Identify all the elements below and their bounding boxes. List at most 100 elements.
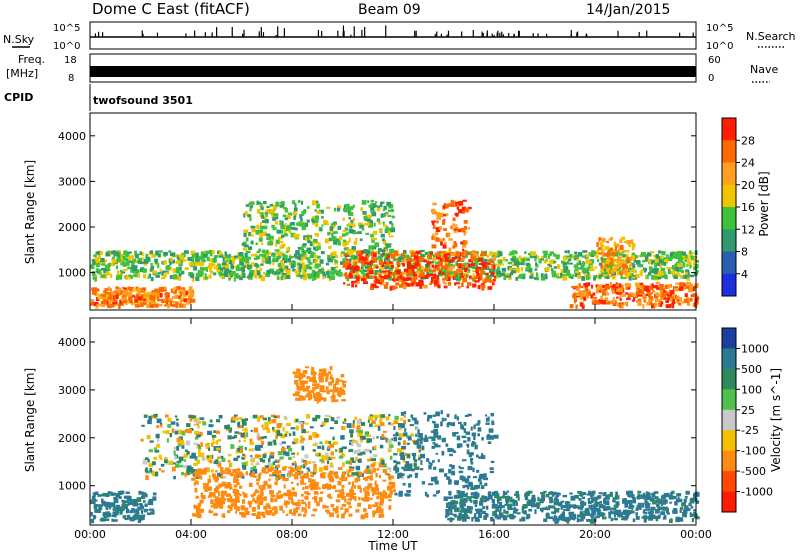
power-cell	[355, 284, 358, 288]
power-cell	[288, 230, 292, 234]
power-cell	[455, 261, 458, 267]
velocity-cell	[545, 508, 550, 511]
power-cell	[587, 294, 590, 299]
velocity-cell	[260, 489, 264, 494]
power-cell	[562, 275, 568, 281]
power-y-tick-label: 1000	[58, 267, 86, 280]
velocity-cell	[232, 498, 236, 503]
power-cell	[191, 256, 195, 260]
velocity-cell	[376, 468, 380, 471]
velocity-cell	[257, 494, 263, 500]
power-cell	[530, 255, 535, 259]
power-cell	[446, 272, 451, 277]
power-cell	[442, 279, 445, 284]
velocity-cell	[397, 423, 402, 428]
power-cell	[555, 273, 558, 278]
velocity-cell	[287, 491, 293, 497]
power-cell	[648, 299, 653, 302]
power-cell	[286, 214, 291, 220]
velocity-cell	[155, 445, 161, 448]
velocity-cell	[235, 496, 240, 502]
velocity-cell	[307, 505, 311, 509]
power-cell	[629, 261, 633, 266]
power-cell	[695, 260, 699, 263]
velocity-cell	[537, 499, 541, 502]
power-cell	[488, 279, 492, 283]
power-cell	[285, 268, 290, 273]
velocity-cell	[141, 424, 145, 427]
power-cell	[588, 291, 592, 296]
power-cell	[419, 249, 425, 253]
power-cell	[472, 273, 475, 278]
power-cell	[612, 251, 616, 257]
power-cell	[382, 221, 385, 225]
power-cell	[453, 272, 456, 277]
velocity-cell	[469, 452, 474, 456]
power-cell	[181, 303, 186, 308]
velocity-cell	[413, 462, 417, 467]
velocity-cell	[239, 448, 244, 454]
power-cell	[462, 277, 468, 283]
velocity-cell	[321, 421, 326, 427]
power-cell	[589, 264, 594, 267]
power-cell	[279, 240, 284, 244]
velocity-cell	[458, 493, 462, 497]
power-cell	[265, 212, 268, 218]
power-cell	[600, 265, 604, 269]
power-cell	[183, 293, 187, 298]
power-cell	[608, 275, 613, 278]
velocity-cell	[365, 495, 368, 499]
power-cell	[625, 286, 628, 290]
velocity-cell	[283, 451, 287, 456]
velocity-cell	[112, 511, 117, 516]
power-cell	[103, 296, 109, 300]
power-cell	[276, 229, 282, 234]
power-cell	[567, 260, 570, 265]
power-cell	[259, 232, 263, 238]
velocity-cell	[581, 492, 585, 496]
power-cell	[669, 252, 674, 255]
velocity-cell	[450, 422, 455, 426]
power-cell	[508, 273, 511, 278]
power-cell	[391, 278, 395, 281]
velocity-cell	[415, 434, 418, 437]
velocity-cell	[272, 471, 277, 475]
velocity-cell	[176, 460, 182, 464]
velocity-cell	[601, 516, 607, 520]
power-cell	[305, 264, 311, 269]
power-cell	[349, 258, 352, 263]
power-cell	[342, 261, 347, 265]
velocity-cell	[389, 455, 393, 460]
velocity-cell	[324, 440, 329, 444]
power-cell	[311, 218, 314, 222]
velocity-cell	[369, 423, 373, 427]
power-cell	[462, 248, 465, 252]
power-cell	[365, 249, 371, 255]
power-cell	[482, 258, 488, 262]
velocity-cell	[447, 496, 453, 500]
power-cell	[604, 264, 609, 268]
power-cell	[444, 257, 449, 262]
velocity-cell	[636, 505, 642, 510]
power-cell	[375, 250, 379, 254]
velocity-cell	[145, 493, 148, 498]
velocity-cell	[164, 414, 169, 418]
velocity-cell	[290, 481, 294, 484]
power-cell	[168, 298, 173, 303]
power-cell	[175, 301, 179, 305]
power-cell	[140, 294, 144, 297]
velocity-cell	[338, 455, 344, 459]
velocity-cell	[562, 505, 567, 509]
velocity-cell	[409, 463, 413, 468]
power-cell	[146, 303, 151, 309]
velocity-cell	[192, 473, 195, 477]
power-cell	[450, 225, 453, 230]
power-cell	[406, 256, 410, 262]
power-cell	[382, 252, 385, 255]
velocity-cell	[489, 470, 494, 474]
velocity-cell	[418, 457, 421, 461]
velocity-cell	[288, 470, 293, 476]
power-cell	[677, 258, 683, 262]
velocity-cell	[233, 434, 238, 439]
velocity-cell	[256, 417, 260, 422]
